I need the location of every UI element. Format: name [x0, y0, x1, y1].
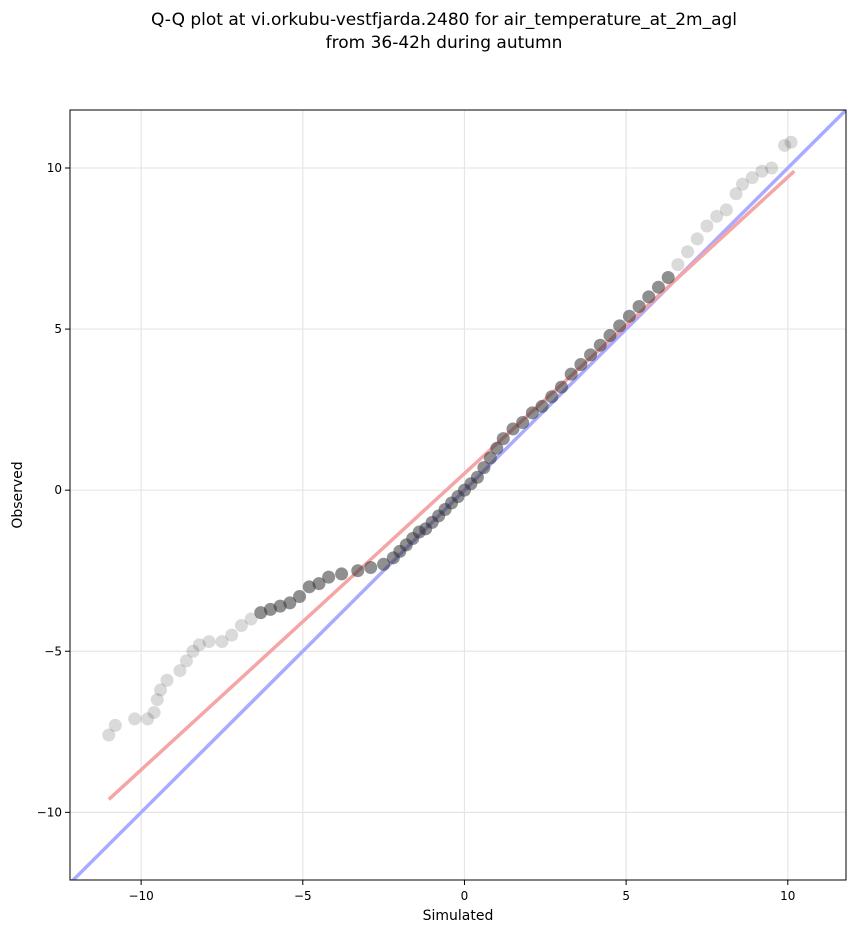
x-tick-label: −5 — [294, 889, 312, 903]
data-point — [661, 271, 675, 285]
data-point — [729, 187, 743, 201]
data-point — [736, 177, 750, 191]
data-point — [651, 280, 665, 294]
data-point — [671, 258, 685, 272]
data-point — [778, 138, 792, 152]
data-point — [710, 209, 724, 223]
data-point — [719, 203, 733, 217]
x-tick-label: 0 — [461, 889, 469, 903]
data-point — [765, 161, 779, 175]
data-point — [574, 358, 588, 372]
data-point — [244, 612, 258, 626]
data-point — [642, 290, 656, 304]
data-point — [554, 380, 568, 394]
plot-frame — [69, 109, 847, 881]
data-point — [186, 644, 200, 658]
data-point — [150, 693, 164, 707]
data-point — [622, 309, 636, 323]
data-point — [128, 712, 142, 726]
data-point — [755, 164, 769, 178]
data-point — [681, 245, 695, 259]
data-point — [490, 441, 504, 455]
data-point — [477, 461, 491, 475]
data-point — [322, 570, 336, 584]
data-point — [584, 348, 598, 362]
data-point — [690, 232, 704, 246]
data-point — [603, 329, 617, 343]
data-point — [202, 635, 216, 649]
chart-title-line-2: from 36-42h during autumn — [326, 33, 563, 53]
data-point — [234, 618, 248, 632]
data-point — [470, 470, 484, 484]
data-point — [506, 422, 520, 436]
data-point — [564, 367, 578, 381]
x-tick-label: 5 — [622, 889, 630, 903]
y-tick-label: 5 — [54, 322, 62, 336]
data-point — [525, 406, 539, 420]
data-point — [364, 560, 378, 574]
y-axis-label: Observed — [10, 461, 26, 528]
data-point — [173, 664, 187, 678]
data-point — [784, 135, 798, 149]
data-point — [335, 567, 349, 581]
data-point — [102, 728, 116, 742]
data-point — [613, 319, 627, 333]
data-point — [179, 654, 193, 668]
data-point — [141, 712, 155, 726]
data-point — [312, 577, 326, 591]
data-point — [293, 589, 307, 603]
fit-line — [107, 169, 796, 801]
data-point — [632, 300, 646, 314]
data-point — [108, 718, 122, 732]
x-axis-label: Simulated — [423, 908, 494, 924]
y-tick-label: 10 — [47, 161, 62, 175]
data-point — [147, 705, 161, 719]
chart-title-line-1: Q-Q plot at vi.orkubu-vestfjarda.2480 fo… — [151, 10, 737, 30]
data-point — [545, 390, 559, 404]
x-axis-ticks: −10 −5 0 5 10 — [128, 880, 795, 903]
data-point — [225, 628, 239, 642]
data-point — [154, 683, 168, 697]
data-point — [377, 557, 391, 571]
data-point — [192, 638, 206, 652]
data-point — [215, 635, 229, 649]
data-point — [483, 451, 497, 465]
y-tick-label: 0 — [54, 483, 62, 497]
x-tick-label: −10 — [128, 889, 153, 903]
data-point — [700, 219, 714, 233]
data-point — [593, 338, 607, 352]
data-point — [496, 432, 510, 446]
data-point — [745, 171, 759, 185]
data-point — [351, 564, 365, 578]
x-tick-label: 10 — [780, 889, 795, 903]
y-axis-ticks: −10 −5 0 5 10 — [37, 161, 70, 819]
y-tick-label: −5 — [44, 644, 62, 658]
data-points — [102, 135, 798, 742]
data-point — [516, 416, 530, 430]
data-point — [535, 399, 549, 413]
y-tick-label: −10 — [37, 805, 62, 819]
data-point — [283, 596, 297, 610]
grid-lines — [70, 110, 846, 880]
data-point — [160, 673, 174, 687]
